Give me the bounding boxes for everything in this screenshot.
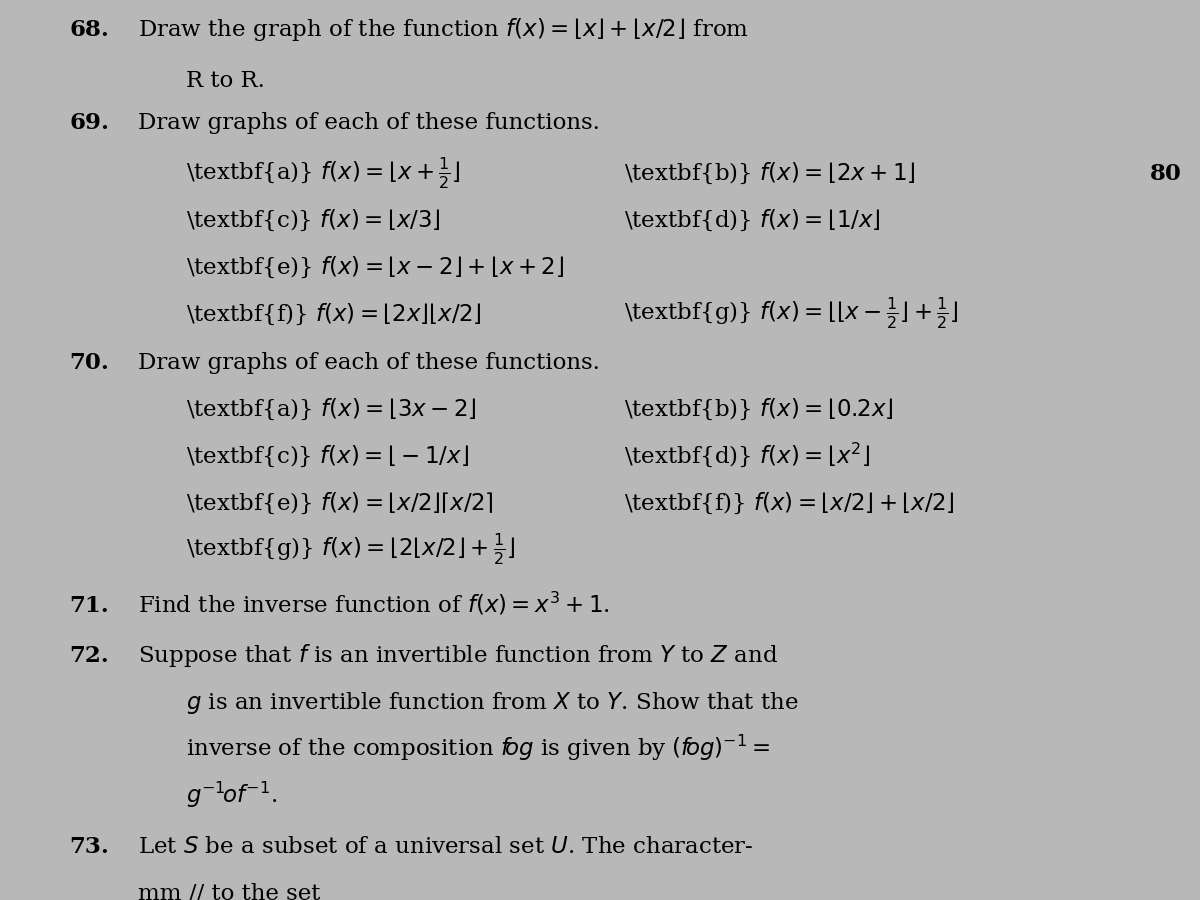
Text: Find the inverse function of $f(x) = x^3 + 1$.: Find the inverse function of $f(x) = x^3… xyxy=(138,590,610,617)
Text: \textbf{c)} $f(x) = \lfloor -1/x \rfloor$: \textbf{c)} $f(x) = \lfloor -1/x \rfloor… xyxy=(186,444,469,469)
Text: mm // to the set: mm // to the set xyxy=(138,883,320,900)
Text: inverse of the composition $f\!og$ is given by $(f\!og)^{-1} =$: inverse of the composition $f\!og$ is gi… xyxy=(186,733,770,763)
Text: \textbf{f)} $f(x) = \lfloor 2x \rfloor \lfloor x/2 \rfloor$: \textbf{f)} $f(x) = \lfloor 2x \rfloor \… xyxy=(186,302,481,327)
Text: Draw graphs of each of these functions.: Draw graphs of each of these functions. xyxy=(138,112,600,134)
Text: \textbf{a)} $f(x) = \lfloor x + \frac{1}{2} \rfloor$: \textbf{a)} $f(x) = \lfloor x + \frac{1}… xyxy=(186,156,461,191)
Text: \textbf{g)} $f(x) = \lfloor \lfloor x - \frac{1}{2} \rfloor + \frac{1}{2} \rfloo: \textbf{g)} $f(x) = \lfloor \lfloor x - … xyxy=(624,296,959,331)
Text: Draw graphs of each of these functions.: Draw graphs of each of these functions. xyxy=(138,352,600,374)
Text: \textbf{f)} $f(x) = \lfloor x/2 \rfloor + \lfloor x/2 \rfloor$: \textbf{f)} $f(x) = \lfloor x/2 \rfloor … xyxy=(624,491,954,516)
Text: $g^{-1}\!of^{-1}$.: $g^{-1}\!of^{-1}$. xyxy=(186,779,277,810)
Text: \textbf{e)} $f(x) = \lfloor x/2 \rfloor \lceil x/2 \rceil$: \textbf{e)} $f(x) = \lfloor x/2 \rfloor … xyxy=(186,491,493,516)
Text: \textbf{e)} $f(x) = \lfloor x - 2 \rfloor + \lfloor x + 2 \rfloor$: \textbf{e)} $f(x) = \lfloor x - 2 \rfloo… xyxy=(186,255,564,280)
Text: \textbf{d)} $f(x) = \lfloor 1/x \rfloor$: \textbf{d)} $f(x) = \lfloor 1/x \rfloor$ xyxy=(624,208,881,233)
Text: $g$ is an invertible function from $X$ to $Y$. Show that the: $g$ is an invertible function from $X$ t… xyxy=(186,690,799,716)
Text: 70.: 70. xyxy=(70,352,109,374)
Text: Suppose that $f$ is an invertible function from $Y$ to $Z$ and: Suppose that $f$ is an invertible functi… xyxy=(138,643,778,670)
Text: \textbf{b)} $f(x) = \lfloor 2x + 1 \rfloor$: \textbf{b)} $f(x) = \lfloor 2x + 1 \rflo… xyxy=(624,161,916,186)
Text: \textbf{c)} $f(x) = \lfloor x/3 \rfloor$: \textbf{c)} $f(x) = \lfloor x/3 \rfloor$ xyxy=(186,208,440,233)
Text: \textbf{a)} $f(x) = \lfloor 3x - 2 \rfloor$: \textbf{a)} $f(x) = \lfloor 3x - 2 \rflo… xyxy=(186,397,476,422)
Text: 73.: 73. xyxy=(70,836,109,859)
Text: 72.: 72. xyxy=(70,645,109,668)
Text: \textbf{g)} $f(x) = \lfloor 2 \lfloor x/2 \rfloor + \frac{1}{2} \rfloor$: \textbf{g)} $f(x) = \lfloor 2 \lfloor x/… xyxy=(186,532,516,567)
Text: 69.: 69. xyxy=(70,112,109,134)
Text: Let $S$ be a subset of a universal set $U$. The character-: Let $S$ be a subset of a universal set $… xyxy=(138,836,754,859)
Text: 71.: 71. xyxy=(70,595,109,617)
Text: \textbf{b)} $f(x) = \lfloor 0.2x \rfloor$: \textbf{b)} $f(x) = \lfloor 0.2x \rfloor… xyxy=(624,397,894,422)
Text: R to R.: R to R. xyxy=(186,70,265,93)
Text: 68.: 68. xyxy=(70,19,109,41)
Text: 80: 80 xyxy=(1150,163,1182,185)
Text: \textbf{d)} $f(x) = \lfloor x^2 \rfloor$: \textbf{d)} $f(x) = \lfloor x^2 \rfloor$ xyxy=(624,440,870,469)
Text: Draw the graph of the function $f(x) = \lfloor x \rfloor + \lfloor x/2 \rfloor$ : Draw the graph of the function $f(x) = \… xyxy=(138,16,749,43)
